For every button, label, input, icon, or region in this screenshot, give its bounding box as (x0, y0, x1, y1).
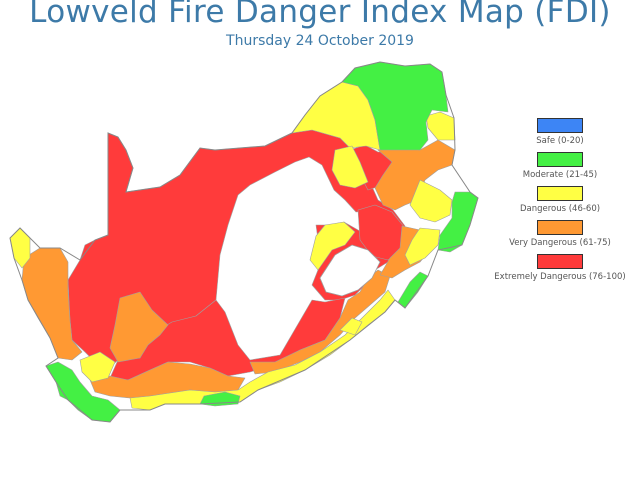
region-dangerous-ne2 (409, 179, 453, 223)
map-date: Thursday 24 October 2019 (226, 33, 414, 49)
region-dangerous-cape (79, 351, 116, 383)
legend-item-dangerous: Dangerous (46-60) (490, 186, 630, 214)
legend-swatch-moderate (537, 152, 583, 167)
country-outline (9, 61, 479, 423)
region-dangerous-westcoast (9, 227, 31, 269)
region-dangerous-kzn (404, 227, 441, 266)
legend-label-extremely-dangerous: Extremely Dangerous (76-100) (494, 272, 626, 282)
legend-swatch-extremely-dangerous (537, 254, 583, 269)
region-moderate-coast (397, 271, 429, 309)
legend-item-moderate: Moderate (21-45) (490, 152, 630, 180)
region-dangerous-gauteng (331, 145, 369, 189)
region-dangerous-island (339, 317, 363, 336)
legend-label-very-dangerous: Very Dangerous (61-75) (509, 238, 611, 248)
lesotho-unmapped (319, 244, 381, 297)
region-very-dangerous-south (89, 361, 246, 399)
legend-swatch-safe (537, 118, 583, 133)
legend-item-safe: Safe (0-20) (490, 118, 630, 146)
region-dangerous-northeast (425, 111, 456, 141)
legend-label-dangerous: Dangerous (46-60) (519, 204, 601, 214)
legend-label-moderate: Moderate (21-45) (522, 170, 598, 180)
legend-swatch-dangerous (537, 186, 583, 201)
legend-swatch-very-dangerous (537, 220, 583, 235)
legend-item-extremely-dangerous: Extremely Dangerous (76-100) (490, 254, 630, 282)
legend-label-safe: Safe (0-20) (536, 136, 584, 146)
region-dangerous-mid (309, 221, 356, 271)
legend-item-very-dangerous: Very Dangerous (61-75) (490, 220, 630, 248)
region-very-dangerous-karoo (109, 291, 169, 363)
map-title: Lowveld Fire Danger Index Map (FDI) (29, 0, 611, 30)
